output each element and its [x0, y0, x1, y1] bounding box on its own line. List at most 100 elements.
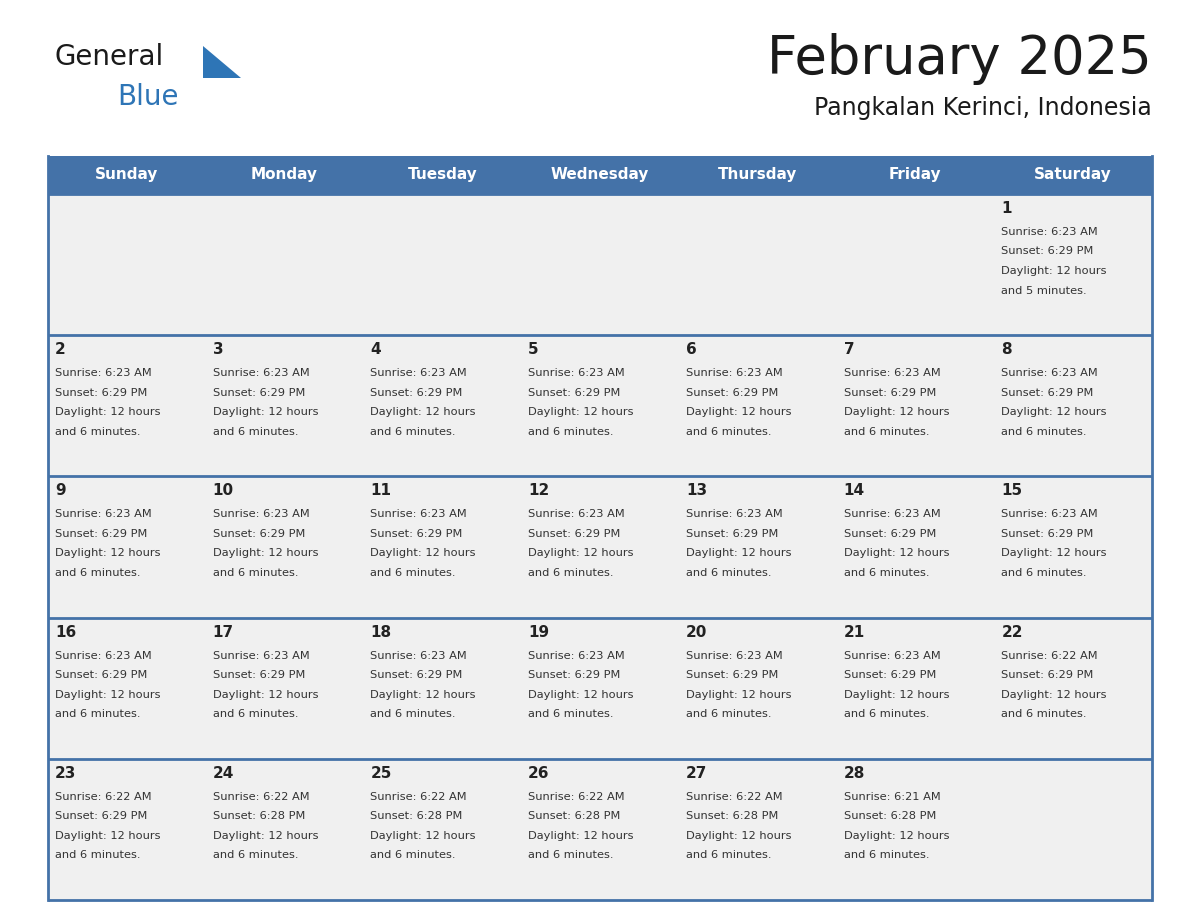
Text: 25: 25	[371, 766, 392, 781]
Text: Wednesday: Wednesday	[551, 167, 649, 183]
Text: Sunrise: 6:23 AM: Sunrise: 6:23 AM	[1001, 227, 1098, 237]
Text: and 6 minutes.: and 6 minutes.	[213, 850, 298, 860]
Text: Sunrise: 6:23 AM: Sunrise: 6:23 AM	[371, 509, 467, 520]
Text: Sunset: 6:28 PM: Sunset: 6:28 PM	[371, 812, 463, 822]
Text: Sunrise: 6:23 AM: Sunrise: 6:23 AM	[55, 368, 152, 378]
Text: and 6 minutes.: and 6 minutes.	[529, 709, 614, 719]
Text: Daylight: 12 hours: Daylight: 12 hours	[371, 831, 476, 841]
Text: Tuesday: Tuesday	[407, 167, 478, 183]
Text: Sunrise: 6:23 AM: Sunrise: 6:23 AM	[371, 651, 467, 661]
Text: Daylight: 12 hours: Daylight: 12 hours	[685, 548, 791, 558]
Text: Sunset: 6:29 PM: Sunset: 6:29 PM	[371, 387, 463, 397]
Text: Sunset: 6:29 PM: Sunset: 6:29 PM	[55, 670, 147, 680]
Text: Saturday: Saturday	[1035, 167, 1112, 183]
Text: Sunrise: 6:23 AM: Sunrise: 6:23 AM	[843, 368, 941, 378]
Text: 13: 13	[685, 484, 707, 498]
Text: Sunrise: 6:23 AM: Sunrise: 6:23 AM	[213, 509, 309, 520]
Text: Sunset: 6:29 PM: Sunset: 6:29 PM	[685, 529, 778, 539]
Text: 18: 18	[371, 624, 392, 640]
Text: Sunset: 6:28 PM: Sunset: 6:28 PM	[843, 812, 936, 822]
Text: 5: 5	[529, 342, 539, 357]
Text: 7: 7	[843, 342, 854, 357]
Text: Sunset: 6:29 PM: Sunset: 6:29 PM	[1001, 387, 1094, 397]
Text: and 6 minutes.: and 6 minutes.	[529, 568, 614, 578]
Text: 14: 14	[843, 484, 865, 498]
Text: Sunrise: 6:22 AM: Sunrise: 6:22 AM	[371, 792, 467, 801]
Text: Daylight: 12 hours: Daylight: 12 hours	[843, 831, 949, 841]
Text: Sunrise: 6:23 AM: Sunrise: 6:23 AM	[371, 368, 467, 378]
Text: Sunrise: 6:21 AM: Sunrise: 6:21 AM	[843, 792, 941, 801]
Text: Monday: Monday	[251, 167, 318, 183]
Text: and 6 minutes.: and 6 minutes.	[843, 850, 929, 860]
Text: 21: 21	[843, 624, 865, 640]
Text: and 6 minutes.: and 6 minutes.	[843, 568, 929, 578]
Text: Sunset: 6:29 PM: Sunset: 6:29 PM	[843, 387, 936, 397]
Text: Sunset: 6:29 PM: Sunset: 6:29 PM	[55, 529, 147, 539]
Text: Sunset: 6:29 PM: Sunset: 6:29 PM	[1001, 670, 1094, 680]
Text: Daylight: 12 hours: Daylight: 12 hours	[843, 408, 949, 417]
Text: Sunrise: 6:23 AM: Sunrise: 6:23 AM	[1001, 368, 1098, 378]
Text: and 6 minutes.: and 6 minutes.	[529, 850, 614, 860]
Text: Daylight: 12 hours: Daylight: 12 hours	[685, 408, 791, 417]
Text: Sunrise: 6:23 AM: Sunrise: 6:23 AM	[529, 651, 625, 661]
Text: Pangkalan Kerinci, Indonesia: Pangkalan Kerinci, Indonesia	[814, 96, 1152, 120]
Text: Sunrise: 6:22 AM: Sunrise: 6:22 AM	[55, 792, 152, 801]
Text: Daylight: 12 hours: Daylight: 12 hours	[55, 408, 160, 417]
Text: 16: 16	[55, 624, 76, 640]
Text: 6: 6	[685, 342, 696, 357]
Text: Daylight: 12 hours: Daylight: 12 hours	[55, 831, 160, 841]
Text: and 6 minutes.: and 6 minutes.	[55, 568, 140, 578]
Text: Daylight: 12 hours: Daylight: 12 hours	[213, 689, 318, 700]
Text: Sunrise: 6:22 AM: Sunrise: 6:22 AM	[529, 792, 625, 801]
Text: Daylight: 12 hours: Daylight: 12 hours	[1001, 548, 1107, 558]
Text: Sunrise: 6:22 AM: Sunrise: 6:22 AM	[213, 792, 309, 801]
Text: Sunset: 6:29 PM: Sunset: 6:29 PM	[529, 670, 620, 680]
Bar	[994, 156, 1152, 194]
Text: Sunrise: 6:23 AM: Sunrise: 6:23 AM	[685, 509, 783, 520]
Bar	[48, 618, 1152, 759]
Text: 8: 8	[1001, 342, 1012, 357]
Text: Sunrise: 6:23 AM: Sunrise: 6:23 AM	[843, 651, 941, 661]
Text: 17: 17	[213, 624, 234, 640]
Text: Daylight: 12 hours: Daylight: 12 hours	[529, 831, 633, 841]
Text: Sunday: Sunday	[95, 167, 158, 183]
Text: 22: 22	[1001, 624, 1023, 640]
Text: and 6 minutes.: and 6 minutes.	[685, 568, 771, 578]
Text: Sunrise: 6:23 AM: Sunrise: 6:23 AM	[685, 368, 783, 378]
Bar	[206, 156, 364, 194]
Text: Sunset: 6:28 PM: Sunset: 6:28 PM	[685, 812, 778, 822]
Text: 9: 9	[55, 484, 65, 498]
Text: Sunset: 6:29 PM: Sunset: 6:29 PM	[843, 529, 936, 539]
Text: Daylight: 12 hours: Daylight: 12 hours	[1001, 689, 1107, 700]
Text: and 5 minutes.: and 5 minutes.	[1001, 285, 1087, 296]
Text: and 6 minutes.: and 6 minutes.	[1001, 568, 1087, 578]
Polygon shape	[203, 46, 241, 78]
Text: and 6 minutes.: and 6 minutes.	[213, 568, 298, 578]
Text: Thursday: Thursday	[718, 167, 797, 183]
Text: 23: 23	[55, 766, 76, 781]
Text: Sunset: 6:29 PM: Sunset: 6:29 PM	[213, 529, 305, 539]
Text: Friday: Friday	[889, 167, 942, 183]
Text: Daylight: 12 hours: Daylight: 12 hours	[371, 689, 476, 700]
Text: Sunrise: 6:23 AM: Sunrise: 6:23 AM	[843, 509, 941, 520]
Text: Daylight: 12 hours: Daylight: 12 hours	[213, 831, 318, 841]
Text: Daylight: 12 hours: Daylight: 12 hours	[843, 548, 949, 558]
Text: Sunrise: 6:23 AM: Sunrise: 6:23 AM	[213, 368, 309, 378]
Text: Daylight: 12 hours: Daylight: 12 hours	[843, 689, 949, 700]
Text: Sunrise: 6:23 AM: Sunrise: 6:23 AM	[685, 651, 783, 661]
Text: Daylight: 12 hours: Daylight: 12 hours	[371, 408, 476, 417]
Text: 20: 20	[685, 624, 707, 640]
Text: Sunrise: 6:22 AM: Sunrise: 6:22 AM	[685, 792, 783, 801]
Text: and 6 minutes.: and 6 minutes.	[371, 427, 456, 437]
Text: Sunset: 6:29 PM: Sunset: 6:29 PM	[1001, 247, 1094, 256]
Bar	[836, 156, 994, 194]
Text: and 6 minutes.: and 6 minutes.	[213, 427, 298, 437]
Text: Daylight: 12 hours: Daylight: 12 hours	[213, 548, 318, 558]
Text: 12: 12	[529, 484, 549, 498]
Text: 15: 15	[1001, 484, 1023, 498]
Text: February 2025: February 2025	[767, 33, 1152, 85]
Text: and 6 minutes.: and 6 minutes.	[685, 850, 771, 860]
Text: Sunset: 6:29 PM: Sunset: 6:29 PM	[685, 670, 778, 680]
Text: Sunrise: 6:22 AM: Sunrise: 6:22 AM	[1001, 651, 1098, 661]
Text: Sunset: 6:29 PM: Sunset: 6:29 PM	[371, 670, 463, 680]
